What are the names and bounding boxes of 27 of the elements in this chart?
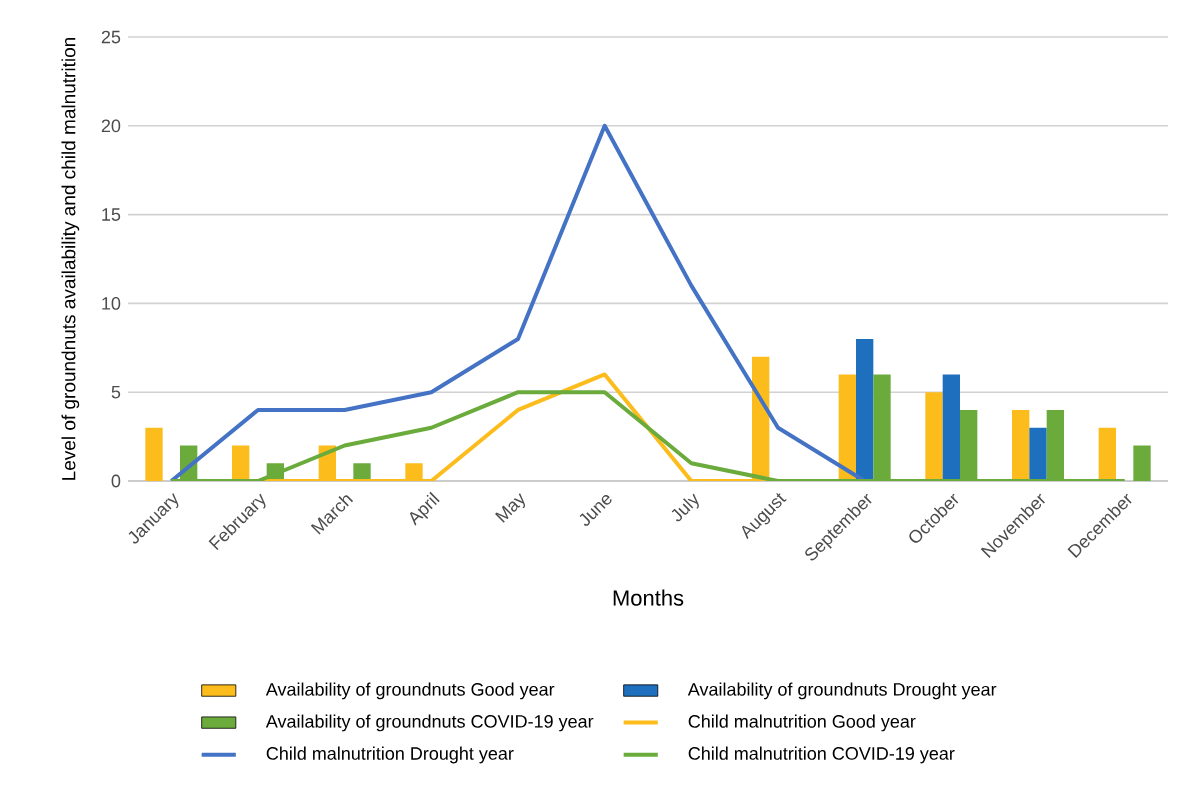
y-tick-label: 10 xyxy=(102,297,121,310)
bar xyxy=(1098,427,1117,481)
y-axis-title: Level of groundnuts availability and child malnutrition xyxy=(61,37,80,480)
y-tick-label: 5 xyxy=(111,385,121,399)
bar xyxy=(856,338,874,481)
x-axis-title: Months xyxy=(613,589,684,606)
bar xyxy=(1133,445,1151,481)
bar xyxy=(1029,427,1047,481)
y-tick-label: 15 xyxy=(102,208,121,221)
bar xyxy=(942,374,960,481)
line-series xyxy=(169,123,867,481)
legend-label: Child malnutrition Drought year xyxy=(266,746,514,764)
legend-label: Availability of groundnuts COVID-19 year xyxy=(265,714,594,732)
bar xyxy=(232,445,250,481)
legend-label: Child malnutrition Good year xyxy=(688,714,916,732)
x-tick-label: May xyxy=(495,493,526,523)
bar xyxy=(1012,409,1030,481)
bar xyxy=(838,374,857,481)
y-tick-label: 20 xyxy=(101,119,121,133)
legend-label: Availability of groundnuts Drought year xyxy=(687,682,997,700)
bar xyxy=(145,427,163,481)
x-tick-label: July xyxy=(671,493,699,522)
legend-label: Availability of groundnuts Good year xyxy=(265,682,555,700)
y-tick-label: 0 xyxy=(111,474,121,488)
bar xyxy=(925,392,943,481)
legend-label: Child malnutrition COVID-19 year xyxy=(688,746,955,764)
y-tick-label: 25 xyxy=(101,30,121,44)
